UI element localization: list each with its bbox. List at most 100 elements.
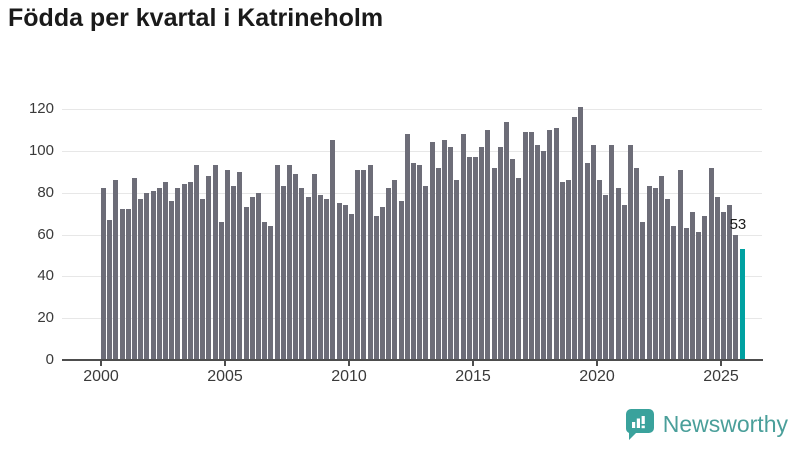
- bar: [640, 221, 646, 360]
- bar: [578, 106, 584, 360]
- x-tick-mark: [596, 361, 598, 366]
- newsworthy-logo: Newsworthy: [625, 408, 788, 440]
- bar: [714, 196, 720, 360]
- bar: [280, 186, 286, 360]
- bar: [262, 221, 268, 360]
- bar: [429, 142, 435, 360]
- bar: [144, 192, 150, 360]
- x-tick-mark: [100, 361, 102, 366]
- bar: [330, 140, 336, 360]
- bar: [237, 171, 243, 360]
- bar: [646, 186, 652, 360]
- bar: [101, 188, 106, 360]
- y-tick-label: 40: [37, 267, 54, 285]
- bar: [256, 192, 261, 360]
- x-tick-label: 2015: [455, 368, 491, 385]
- gridline: [62, 109, 762, 110]
- bar: [349, 213, 354, 360]
- bar: [169, 201, 175, 360]
- y-tick-label: 120: [28, 100, 54, 117]
- bar: [504, 121, 509, 360]
- bar: [243, 207, 249, 360]
- bar: [336, 203, 342, 360]
- x-tick-mark: [720, 361, 722, 366]
- bar: [435, 167, 441, 360]
- bar: [733, 234, 739, 360]
- bar: [485, 129, 491, 360]
- bar: [615, 188, 621, 360]
- bar: [460, 134, 466, 360]
- bar: [268, 226, 274, 360]
- x-tick-mark: [472, 361, 474, 366]
- y-tick-label: 60: [37, 225, 54, 243]
- bar: [702, 215, 708, 360]
- bar: [621, 205, 627, 360]
- bar: [218, 221, 224, 360]
- y-tick-label: 80: [37, 183, 54, 201]
- bar: [342, 205, 348, 360]
- bar: [683, 228, 689, 360]
- bar: [547, 129, 553, 360]
- bar: [597, 180, 602, 360]
- bar: [652, 188, 658, 360]
- bar: [287, 165, 292, 360]
- bar: [125, 209, 131, 360]
- bar: [200, 198, 206, 360]
- newsworthy-wordmark: Newsworthy: [662, 410, 788, 437]
- bar: [392, 180, 398, 360]
- bar: [212, 165, 218, 360]
- bar: [727, 205, 733, 360]
- bar: [491, 167, 497, 360]
- bar: [194, 165, 199, 360]
- bar: [559, 182, 565, 360]
- bar: [423, 186, 429, 360]
- bar: [708, 167, 714, 360]
- bar: [690, 211, 695, 360]
- newsworthy-speech-bubble-chart-icon: [625, 408, 655, 440]
- gridline: [62, 150, 762, 152]
- bar: [417, 165, 423, 360]
- bar: [206, 175, 212, 360]
- x-tick-label: 2025: [703, 368, 739, 385]
- bar: [293, 173, 299, 360]
- bar: [113, 180, 119, 360]
- x-tick-label: 2020: [579, 368, 615, 385]
- bar: [274, 165, 280, 360]
- bar: [572, 117, 578, 360]
- page-title: Födda per kvartal i Katrineholm: [8, 4, 384, 32]
- bar: [671, 226, 677, 360]
- bar: [510, 159, 516, 360]
- x-axis-line: [62, 359, 763, 361]
- bar: [659, 175, 664, 360]
- bar: [318, 194, 323, 360]
- bar: [535, 144, 540, 360]
- bar: [156, 188, 162, 360]
- bar: [522, 132, 528, 360]
- bar: [721, 211, 726, 360]
- bar: [132, 178, 137, 360]
- bar: [442, 140, 447, 360]
- bar: [175, 188, 181, 360]
- bar: [355, 169, 361, 360]
- bar: [497, 146, 503, 360]
- bar: [665, 198, 671, 360]
- y-tick-label: 100: [28, 141, 54, 159]
- bar: [138, 198, 144, 360]
- bar: [466, 157, 472, 360]
- x-tick-label: 2000: [83, 368, 119, 385]
- bar: [324, 198, 330, 360]
- bar: [225, 169, 230, 360]
- bar: [448, 146, 454, 360]
- bar: [584, 163, 590, 360]
- bar: [404, 134, 410, 360]
- bar: [380, 207, 385, 360]
- bar: [107, 219, 113, 360]
- bar: [187, 182, 193, 360]
- bar: [373, 215, 379, 360]
- bar-chart-plot-area: 53: [62, 100, 762, 360]
- bar: [299, 188, 305, 360]
- bar: [516, 178, 522, 360]
- bar: [311, 173, 317, 360]
- bar: [566, 180, 571, 360]
- bar: [305, 196, 311, 360]
